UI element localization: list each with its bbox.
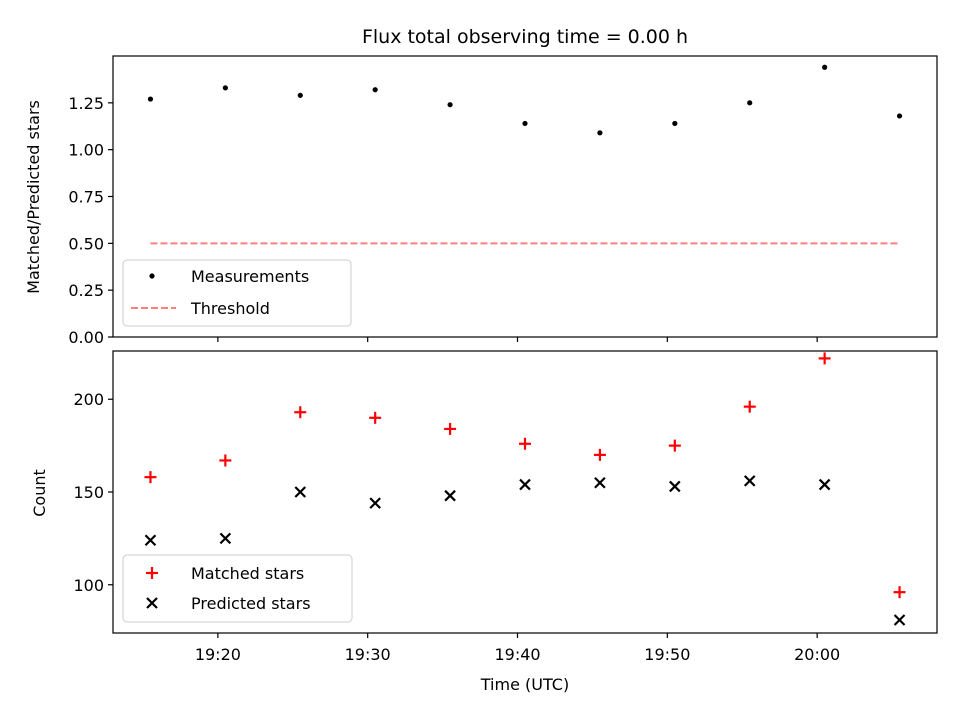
- measurement-point: [222, 85, 228, 91]
- measurement-point: [747, 100, 753, 106]
- matched-star-point: [219, 454, 232, 467]
- predicted-star-point: [818, 478, 831, 491]
- legend-matched-label: Matched stars: [191, 564, 304, 583]
- measurement-point: [896, 113, 903, 119]
- legend-measurements-marker: [149, 273, 155, 279]
- predicted-star-point: [519, 478, 531, 491]
- bottom-x-tick-label: 19:40: [494, 645, 540, 664]
- top-y-tick-label: 0.00: [68, 328, 104, 347]
- matched-star-point: [519, 437, 531, 450]
- bottom-x-ticks: 19:20 19:30 19:40 19:50 20:00: [195, 633, 840, 664]
- measurement-point: [147, 96, 154, 102]
- matched-star-point: [893, 586, 906, 599]
- matched-star-point: [743, 400, 756, 413]
- legend-predicted-marker: [146, 597, 158, 609]
- measurement-point: [297, 92, 303, 98]
- measurement-point: [447, 102, 453, 108]
- bottom-x-tick-label: 19:30: [345, 645, 391, 664]
- bottom-y-tick-label: 150: [73, 483, 104, 502]
- top-x-ticks: [217, 337, 818, 342]
- measurement-point: [372, 87, 378, 93]
- bottom-y-tick-label: 100: [73, 576, 104, 595]
- predicted-star-point: [594, 476, 606, 489]
- bottom-y-ticks: 100 150 200: [73, 390, 113, 595]
- bottom-x-tick-label: 19:50: [644, 645, 690, 664]
- bottom-legend-box: [122, 554, 353, 623]
- predicted-star-point: [369, 497, 381, 509]
- bottom-y-tick-label: 200: [73, 390, 104, 409]
- predicted-star-point: [294, 486, 307, 498]
- predicted-star-point: [669, 480, 681, 493]
- top-y-tick-label: 0.75: [68, 188, 104, 207]
- legend-threshold-label: Threshold: [190, 299, 270, 318]
- top-chart-title: Flux total observing time = 0.00 h: [362, 26, 688, 48]
- top-y-tick-label: 0.50: [68, 234, 104, 253]
- top-y-tick-label: 1.25: [68, 94, 104, 113]
- matched-star-point: [593, 448, 606, 461]
- top-y-axis-label: Matched/Predicted stars: [24, 100, 43, 294]
- bottom-x-axis-label: Time (UTC): [480, 675, 569, 694]
- matched-star-point: [369, 411, 382, 424]
- bottom-y-axis-label: Count: [30, 469, 49, 517]
- predicted-star-point: [144, 534, 157, 547]
- top-legend: Measurements Threshold: [122, 259, 352, 327]
- legend-measurements-label: Measurements: [191, 267, 309, 286]
- predicted-star-point: [219, 532, 232, 545]
- top-y-tick-label: 0.25: [68, 281, 104, 300]
- bottom-legend: Matched stars Predicted stars: [122, 554, 353, 623]
- matched-star-point: [818, 352, 831, 365]
- bottom-x-tick-label: 19:20: [195, 645, 241, 664]
- measurement-point: [597, 130, 603, 136]
- predicted-star-point: [893, 614, 906, 626]
- measurement-point: [672, 120, 678, 127]
- predicted-star-point: [743, 475, 756, 487]
- top-plot-marks: [147, 64, 903, 245]
- predicted-star-point: [444, 489, 456, 502]
- top-y-tick-label: 1.00: [68, 141, 104, 160]
- legend-matched-marker: [146, 567, 158, 579]
- matched-star-point: [444, 422, 457, 435]
- bottom-x-tick-label: 20:00: [794, 645, 840, 664]
- matched-star-point: [668, 439, 681, 452]
- top-legend-box: [122, 259, 352, 327]
- measurement-point: [522, 120, 528, 127]
- measurement-point: [822, 64, 828, 70]
- bottom-plot-marks: [144, 352, 906, 626]
- top-y-ticks: 0.00 0.25 0.50 0.75 1.00 1.25: [68, 94, 113, 347]
- matched-star-point: [144, 471, 157, 484]
- matched-star-point: [294, 406, 307, 419]
- legend-predicted-label: Predicted stars: [191, 594, 311, 613]
